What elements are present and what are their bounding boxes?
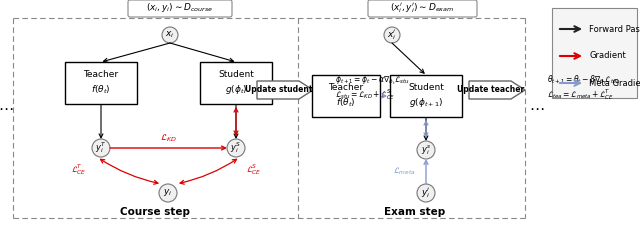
Text: $y_i^T$: $y_i^T$ bbox=[95, 141, 107, 155]
Text: $y_i^S$: $y_i^S$ bbox=[230, 141, 241, 155]
Text: Gradient: Gradient bbox=[589, 52, 626, 60]
Text: Student
$g(\phi_{t+1})$: Student $g(\phi_{t+1})$ bbox=[408, 83, 444, 109]
Circle shape bbox=[417, 141, 435, 159]
Text: $y_i^s$: $y_i^s$ bbox=[420, 143, 431, 157]
Bar bbox=[552, 8, 637, 98]
Circle shape bbox=[227, 139, 245, 157]
FancyBboxPatch shape bbox=[128, 0, 232, 17]
Text: Forward Pass: Forward Pass bbox=[589, 24, 640, 33]
Bar bbox=[312, 75, 380, 117]
Bar bbox=[65, 62, 137, 104]
Text: $\mathcal{L}_{stu} = \mathcal{L}_{KD} + \mathcal{L}^S_{CE}$: $\mathcal{L}_{stu} = \mathcal{L}_{KD} + … bbox=[335, 88, 396, 102]
Text: $x^{\prime}_i$: $x^{\prime}_i$ bbox=[387, 28, 397, 42]
Text: $y_i$: $y_i$ bbox=[163, 188, 173, 198]
Text: $(x_i, y_i) \sim D_{course}$: $(x_i, y_i) \sim D_{course}$ bbox=[147, 1, 214, 15]
Text: $y^{\prime}_i$: $y^{\prime}_i$ bbox=[421, 186, 431, 200]
Text: Teacher
$f(\theta_t)$: Teacher $f(\theta_t)$ bbox=[328, 83, 364, 109]
Text: Exam step: Exam step bbox=[385, 207, 445, 217]
Text: Update teacher: Update teacher bbox=[458, 85, 525, 94]
Text: $\mathcal{L}_{meta}$: $\mathcal{L}_{meta}$ bbox=[392, 166, 415, 177]
Circle shape bbox=[162, 27, 178, 43]
Circle shape bbox=[159, 184, 177, 202]
Text: $\cdots$: $\cdots$ bbox=[0, 100, 13, 115]
Text: $(x^{\prime}_i, y^{\prime}_i) \sim D_{exam}$: $(x^{\prime}_i, y^{\prime}_i) \sim D_{ex… bbox=[390, 1, 454, 15]
FancyBboxPatch shape bbox=[368, 0, 477, 17]
Text: $\mathcal{L}^T_{CE}$: $\mathcal{L}^T_{CE}$ bbox=[71, 163, 87, 177]
Bar bbox=[200, 62, 272, 104]
Circle shape bbox=[417, 184, 435, 202]
Text: $\phi_{t+1} = \phi_t - \alpha\nabla_{\phi_t}\mathcal{L}_{stu}$: $\phi_{t+1} = \phi_t - \alpha\nabla_{\ph… bbox=[335, 73, 410, 87]
Text: Meta Gradient: Meta Gradient bbox=[589, 78, 640, 88]
Text: $\cdots$: $\cdots$ bbox=[529, 100, 545, 115]
Circle shape bbox=[384, 27, 400, 43]
Text: Teacher
$f(\theta_t)$: Teacher $f(\theta_t)$ bbox=[83, 70, 118, 96]
FancyArrow shape bbox=[257, 81, 313, 99]
Text: $\theta_{t+1} = \theta_t - \beta\nabla_{\theta_t}\mathcal{L}_{tea}$: $\theta_{t+1} = \theta_t - \beta\nabla_{… bbox=[547, 73, 621, 87]
Text: Update student: Update student bbox=[245, 85, 313, 94]
Bar bbox=[390, 75, 462, 117]
Text: $\mathcal{L}^S_{CE}$: $\mathcal{L}^S_{CE}$ bbox=[246, 163, 262, 177]
Text: $\mathcal{L}_{KD}$: $\mathcal{L}_{KD}$ bbox=[160, 132, 177, 144]
Text: Course step: Course step bbox=[120, 207, 190, 217]
Circle shape bbox=[92, 139, 110, 157]
Text: Student
$g(\phi_t)$: Student $g(\phi_t)$ bbox=[218, 70, 254, 96]
FancyArrow shape bbox=[469, 81, 525, 99]
Text: $\mathcal{L}_{tea} = \mathcal{L}_{meta} + \mathcal{L}^T_{CE}$: $\mathcal{L}_{tea} = \mathcal{L}_{meta} … bbox=[547, 88, 614, 102]
Text: $x_i$: $x_i$ bbox=[165, 30, 175, 40]
